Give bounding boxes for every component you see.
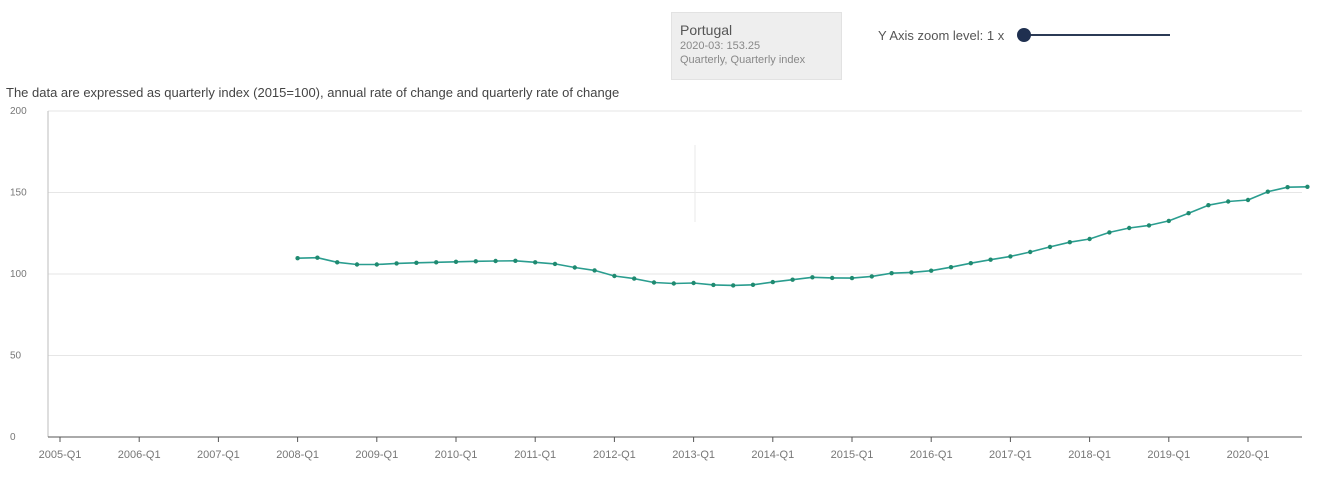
data-point[interactable]: [572, 265, 577, 270]
y-tick-label: 50: [10, 351, 22, 362]
data-point[interactable]: [869, 274, 874, 279]
data-point[interactable]: [374, 262, 379, 267]
x-tick-label: 2015-Q1: [831, 449, 874, 461]
data-point[interactable]: [295, 256, 300, 261]
tooltip-country: Portugal: [680, 22, 733, 38]
data-point[interactable]: [1166, 218, 1172, 224]
data-point[interactable]: [1107, 230, 1112, 235]
data-point[interactable]: [414, 260, 419, 265]
data-point[interactable]: [1245, 197, 1251, 203]
data-point[interactable]: [1226, 199, 1231, 204]
data-point[interactable]: [889, 271, 894, 276]
data-point[interactable]: [790, 277, 795, 282]
data-point[interactable]: [988, 257, 993, 262]
x-tick-label: 2007-Q1: [197, 449, 240, 461]
data-point[interactable]: [909, 270, 914, 275]
data-point[interactable]: [849, 275, 855, 281]
data-point[interactable]: [1028, 249, 1033, 255]
y-tick-label: 0: [10, 432, 16, 443]
tooltip-series-kind: Quarterly, Quarterly index: [680, 54, 806, 66]
data-point[interactable]: [671, 281, 676, 286]
x-tick-label: 2010-Q1: [435, 449, 478, 461]
series-layer: [295, 184, 1310, 288]
data-point[interactable]: [513, 258, 518, 263]
x-tick-label: 2017-Q1: [989, 449, 1032, 461]
data-point[interactable]: [1047, 244, 1053, 250]
data-point[interactable]: [1305, 184, 1310, 189]
data-point[interactable]: [651, 280, 657, 285]
x-tick-label: 2006-Q1: [118, 449, 161, 461]
data-point[interactable]: [612, 273, 617, 279]
data-point[interactable]: [1067, 240, 1073, 245]
data-point[interactable]: [473, 259, 478, 264]
data-point[interactable]: [1285, 185, 1290, 190]
x-tick-label: 2005-Q1: [39, 449, 82, 461]
gridlines: [48, 110, 1302, 356]
data-point[interactable]: [810, 275, 815, 280]
data-point[interactable]: [394, 261, 399, 266]
data-point[interactable]: [750, 282, 756, 287]
x-tick-label: 2009-Q1: [355, 449, 398, 461]
x-tick-label: 2011-Q1: [514, 449, 556, 461]
data-point[interactable]: [552, 261, 558, 267]
data-point[interactable]: [354, 262, 360, 267]
y-tick-label: 150: [10, 188, 27, 199]
data-point[interactable]: [948, 265, 954, 270]
zoom-slider-handle[interactable]: [1017, 28, 1032, 42]
data-tooltip: Portugal 2020-03: 153.25 Quarterly, Quar…: [671, 12, 842, 80]
axes: 0 50 100 150 200 2005-Q1 2006-Q1 2007-Q1 2008-Q1…: [10, 106, 1302, 461]
zoom-slider-track[interactable]: [1017, 28, 1171, 42]
series-line: [297, 186, 1308, 287]
x-tick-label: 2008-Q1: [276, 449, 319, 461]
data-point[interactable]: [453, 259, 459, 264]
data-point[interactable]: [929, 268, 934, 273]
data-point[interactable]: [335, 260, 340, 265]
data-point[interactable]: [711, 282, 716, 288]
x-tick-label: 2019-Q1: [1147, 449, 1190, 461]
data-point[interactable]: [434, 260, 439, 265]
y-axis-zoom-control: Y Axis zoom level: 1 x: [878, 24, 1171, 46]
x-tick-label: 2014-Q1: [751, 449, 794, 461]
data-point[interactable]: [1265, 189, 1271, 194]
x-tick-label: 2018-Q1: [1068, 449, 1111, 461]
data-point[interactable]: [968, 261, 973, 266]
x-tick-label: 2020-Q1: [1227, 449, 1270, 461]
x-tick-label: 2012-Q1: [593, 449, 636, 461]
data-point[interactable]: [770, 279, 775, 285]
data-point[interactable]: [830, 275, 835, 281]
data-point[interactable]: [533, 260, 538, 265]
tooltip-value: 2020-03: 153.25: [680, 40, 761, 52]
y-tick-label: 200: [10, 106, 27, 117]
data-point[interactable]: [1127, 225, 1132, 231]
data-point[interactable]: [315, 255, 320, 260]
x-tick-label: 2016-Q1: [910, 449, 953, 461]
x-tick-label: 2013-Q1: [672, 449, 715, 461]
data-point[interactable]: [731, 283, 736, 288]
data-point[interactable]: [1146, 223, 1152, 228]
zoom-label: Y Axis zoom level: 1 x: [878, 27, 1005, 43]
y-tick-label: 100: [10, 269, 27, 280]
data-point[interactable]: [592, 268, 597, 273]
data-point[interactable]: [493, 258, 498, 264]
data-point[interactable]: [1087, 236, 1092, 242]
data-point[interactable]: [691, 280, 696, 286]
data-point[interactable]: [1206, 203, 1211, 208]
chart-subtitle: The data are expressed as quarterly inde…: [6, 85, 620, 100]
data-point[interactable]: [1008, 254, 1013, 259]
data-point[interactable]: [632, 276, 637, 281]
data-point[interactable]: [1186, 211, 1191, 216]
